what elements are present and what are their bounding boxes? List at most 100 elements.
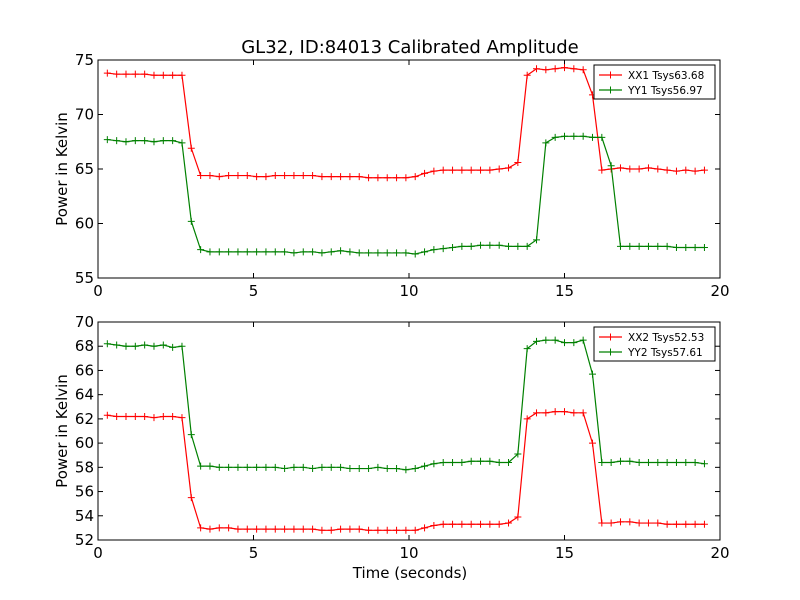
panel-1-series-2-point bbox=[663, 242, 671, 250]
panel-1-series-2-point bbox=[281, 248, 289, 256]
panel-1-series-2-point bbox=[635, 242, 643, 250]
panel-2-series-2-point bbox=[309, 465, 317, 473]
panel-2-series-1-point bbox=[551, 408, 559, 416]
panel-1-series-1-point bbox=[225, 172, 233, 180]
panel-2-series-2-point bbox=[672, 458, 680, 466]
panel-1-series-1-point bbox=[505, 164, 513, 172]
panel-2-series-1-point bbox=[346, 525, 354, 533]
panel-1-y-tick-label: 60 bbox=[75, 215, 94, 233]
panel-1-series-1-point bbox=[644, 164, 652, 172]
panel-1-series-2-point bbox=[644, 242, 652, 250]
panel-2-series-1-point bbox=[206, 525, 214, 533]
panel-2-x-tick-label: 20 bbox=[710, 544, 729, 562]
panel-1-series-1-point bbox=[281, 172, 289, 180]
y-axis-label-bottom: Power in Kelvin bbox=[53, 374, 71, 488]
panel-2-y-tick-label: 62 bbox=[75, 410, 94, 428]
panel-2-series-1-point bbox=[542, 409, 550, 417]
panel-2-series-1-point bbox=[616, 518, 624, 526]
panel-1-series-2-point bbox=[113, 137, 121, 145]
panel-1-series-1-point bbox=[542, 66, 550, 74]
panel-1-series-1-point bbox=[187, 144, 195, 152]
panel-2-series-2-point bbox=[700, 460, 708, 468]
panel-1-series-2-point bbox=[430, 246, 438, 254]
panel-2-series-1-point bbox=[141, 412, 149, 420]
panel-2-series-1-point bbox=[327, 526, 335, 534]
panel-1-series-1-point bbox=[159, 71, 167, 79]
panel-2-series-2-point bbox=[477, 457, 485, 465]
panel-1-series-1-point bbox=[430, 167, 438, 175]
panel-2-series-1-point bbox=[514, 513, 522, 521]
panel-2-series-1-point bbox=[234, 525, 242, 533]
panel-1-series-1-point bbox=[318, 173, 326, 181]
panel-1-series-2-point bbox=[299, 248, 307, 256]
panel-1-series-1-point bbox=[374, 174, 382, 182]
panel-2-series-1-point bbox=[523, 415, 531, 423]
panel-1-series-2-point bbox=[700, 243, 708, 251]
panel-2-series-2-point bbox=[281, 465, 289, 473]
panel-1-series-1-point bbox=[561, 64, 568, 72]
panel-2-series-2-point bbox=[141, 341, 149, 349]
panel-2-series-1-point bbox=[337, 525, 345, 533]
panel-1-series-2-point bbox=[290, 249, 298, 257]
panel-1-series-2-point bbox=[234, 248, 242, 256]
panel-2-series-1-point bbox=[374, 526, 382, 534]
panel-2-series-2-point bbox=[374, 463, 382, 471]
panel-1-series-2-point bbox=[561, 132, 568, 140]
panel-2-series-1-point bbox=[421, 524, 429, 532]
panel-1-series-2-point bbox=[318, 249, 326, 257]
panel-2-y-tick-label: 64 bbox=[75, 386, 94, 404]
panel-1-series-2-point bbox=[598, 133, 606, 141]
x-axis-label-bottom: Time (seconds) bbox=[352, 564, 468, 582]
panel-1-series-1-point bbox=[411, 173, 419, 181]
panel-2-series-1-point bbox=[598, 519, 606, 527]
panel-2-series-1-point bbox=[262, 525, 270, 533]
panel-2-series-1-point bbox=[318, 526, 326, 534]
panel-2-legend-label-1: XX2 Tsys52.53 bbox=[628, 332, 704, 344]
panel-1-series-1-point bbox=[253, 173, 261, 181]
panel-2-series-1-point bbox=[281, 525, 289, 533]
panel-2-series-1-point bbox=[561, 408, 568, 416]
panel-1-series-1-point bbox=[579, 66, 587, 74]
panel-1-series-1-point bbox=[383, 174, 391, 182]
panel-2-series-2-point bbox=[551, 336, 559, 344]
panel-1-series-2-point bbox=[187, 217, 195, 225]
panel-1-series-2-point bbox=[421, 248, 429, 256]
panel-2-series-1-point bbox=[365, 526, 373, 534]
panel-1-series-2-point bbox=[523, 242, 531, 250]
panel-1-series-1-point bbox=[700, 166, 708, 174]
panel-1-series-1-point bbox=[243, 172, 251, 180]
panel-1-y-tick-label: 70 bbox=[75, 106, 94, 124]
panel-1-series-1-point bbox=[551, 65, 559, 73]
panel-1-legend-marker-1 bbox=[607, 71, 614, 79]
panel-1-series-2-point bbox=[215, 248, 223, 256]
panel-2-series-1-point bbox=[393, 526, 401, 534]
panel-1-series-2-point bbox=[626, 242, 634, 250]
panel-1-legend-label-2: YY1 Tsys56.97 bbox=[627, 85, 703, 97]
panel-1-series-1-point bbox=[178, 71, 186, 79]
panel-2-series-2-point bbox=[327, 463, 335, 471]
panel-2-series-1-point bbox=[355, 525, 363, 533]
panel-1-series-1-point bbox=[355, 173, 363, 181]
panel-1-series-2-point bbox=[365, 249, 373, 257]
panel-2-series-2-point bbox=[654, 458, 662, 466]
panel-1-x-tick-label: 0 bbox=[93, 282, 103, 300]
panel-1-series-2-point bbox=[122, 138, 130, 146]
panel-1-series-2-point bbox=[225, 248, 233, 256]
panel-1-series-2-point bbox=[178, 139, 186, 147]
panel-2-series-1-point bbox=[103, 411, 111, 419]
panel-2-y-tick-label: 56 bbox=[75, 483, 94, 501]
panel-1-series-1-point bbox=[131, 70, 139, 78]
panel-1-series-2-point bbox=[355, 249, 363, 257]
panel-1-series-1-point bbox=[449, 166, 457, 174]
panel-2-series-1-point bbox=[169, 412, 177, 420]
panel-1-series-2-point bbox=[495, 241, 503, 249]
panel-1-series-2-point bbox=[691, 243, 699, 251]
panel-2-series-1-point bbox=[113, 412, 121, 420]
panel-1-series-2-point bbox=[449, 243, 457, 251]
panel-2-series-1-point bbox=[411, 526, 419, 534]
panel-2-series-1-point bbox=[187, 494, 195, 502]
panel-2-y-tick-label: 60 bbox=[75, 434, 94, 452]
panel-2-series-2-point bbox=[514, 450, 522, 458]
panel-1-series-1-point bbox=[616, 164, 624, 172]
panel-1-series-2-point bbox=[486, 241, 494, 249]
